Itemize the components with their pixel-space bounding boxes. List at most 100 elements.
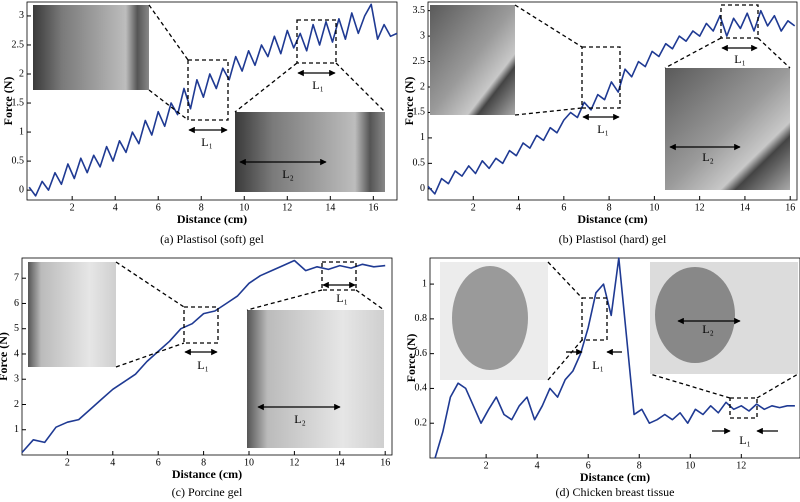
annotation: L₁ [312,78,324,92]
x-tick-label: 4 [110,457,115,468]
annotation: L₂ [294,412,306,426]
y-tick-label: 0.5 [413,158,426,169]
zoom-line [148,4,189,121]
zoom-line [234,62,386,113]
y-tick-label: 0 [420,183,425,194]
y-tick-label: 2.5 [413,56,426,67]
y-tick-label: 3 [19,10,24,21]
annotation: L₁ [197,358,209,372]
y-tick-label: 2 [19,68,24,79]
plot-frame [21,257,393,456]
y-tick-label: 1.5 [12,97,25,108]
plot-frame [427,1,798,201]
x-tick-label: 6 [156,457,161,468]
zoom-box [729,397,758,419]
inset-photo [665,68,790,190]
annotation: L₂ [702,150,714,164]
tissue [655,267,735,363]
y-tick-label: 5 [14,323,19,334]
x-tick-label: 16 [380,457,390,468]
x-tick-label: 14 [335,457,345,468]
y-axis-label: Force (N) [404,334,418,383]
x-tick-label: 12 [282,202,292,213]
x-tick-label: 12 [695,202,705,213]
x-axis-label: Distance (cm) [580,470,650,484]
y-axis-label: Force (N) [0,332,10,381]
zoom-box [187,59,229,121]
inset-photo [28,262,116,367]
x-tick-label: 2 [65,457,70,468]
y-tick-label: 1 [14,424,19,435]
inset-photo [430,5,515,115]
zoom-box [321,261,357,291]
tissue [452,266,528,370]
annotation: L₁ [739,433,751,447]
zoom-line [514,4,583,116]
inset-photo [235,112,385,192]
y-tick-label: 6 [14,298,19,309]
x-tick-label: 2 [70,202,75,213]
y-tick-label: 3 [14,374,19,385]
zoom-box [296,19,337,64]
x-tick-label: 6 [561,202,566,213]
x-tick-label: 8 [199,202,204,213]
zoom-line [246,289,385,311]
caption: (d) Chicken breast tissue [556,485,675,499]
zoom-line [664,37,791,69]
data-line [427,9,796,195]
x-axis-label: Distance (cm) [177,212,247,226]
zoom-box [183,306,219,344]
annotation: L₁ [592,358,604,372]
zoom-box [581,46,621,109]
x-tick-label: 2 [484,460,489,471]
x-tick-label: 8 [607,202,612,213]
y-tick-label: 2 [14,399,19,410]
x-tick-label: 16 [785,202,795,213]
x-tick-label: 4 [113,202,118,213]
x-tick-label: 8 [637,460,642,471]
y-tick-label: 4 [14,348,19,359]
y-tick-label: 1 [422,278,427,289]
caption: (b) Plastisol (hard) gel [559,232,667,246]
x-tick-label: 4 [516,202,521,213]
inset-photo [247,310,384,448]
x-tick-label: 6 [156,202,161,213]
y-axis-label: Force (N) [402,77,416,126]
x-tick-label: 10 [244,457,254,468]
y-tick-label: 3 [420,30,425,41]
y-tick-label: 0.6 [415,348,428,359]
x-tick-label: 10 [685,460,695,471]
y-tick-label: 3.5 [413,5,426,16]
x-axis-label: Distance (cm) [577,212,647,226]
y-tick-label: 0.2 [415,418,428,429]
annotation: L₂ [282,167,294,181]
x-tick-label: 16 [368,202,378,213]
x-tick-label: 14 [740,202,750,213]
y-tick-label: 7 [14,273,19,284]
x-tick-label: 10 [239,202,249,213]
x-tick-label: 6 [586,460,591,471]
data-line [434,257,795,459]
zoom-line [115,261,185,368]
y-tick-label: 0.4 [415,383,428,394]
annotation: L₁ [201,135,213,149]
x-tick-label: 8 [201,457,206,468]
y-tick-label: 1 [19,126,24,137]
data-line [21,259,386,454]
annotation: L₁ [336,291,348,305]
zoom-line [547,261,583,381]
x-tick-label: 2 [471,202,476,213]
x-axis-label: Distance (cm) [172,467,242,481]
caption: (c) Porcine gel [172,485,243,499]
y-tick-label: 0 [19,184,24,195]
inset-photo [33,5,149,90]
x-tick-label: 12 [289,457,299,468]
y-tick-label: 1.5 [413,107,426,118]
y-tick-label: 2.5 [12,39,25,50]
plot-frame [26,1,398,201]
x-tick-label: 4 [535,460,540,471]
y-tick-label: 1 [420,132,425,143]
x-tick-label: 12 [736,460,746,471]
plot-frame [429,257,800,459]
